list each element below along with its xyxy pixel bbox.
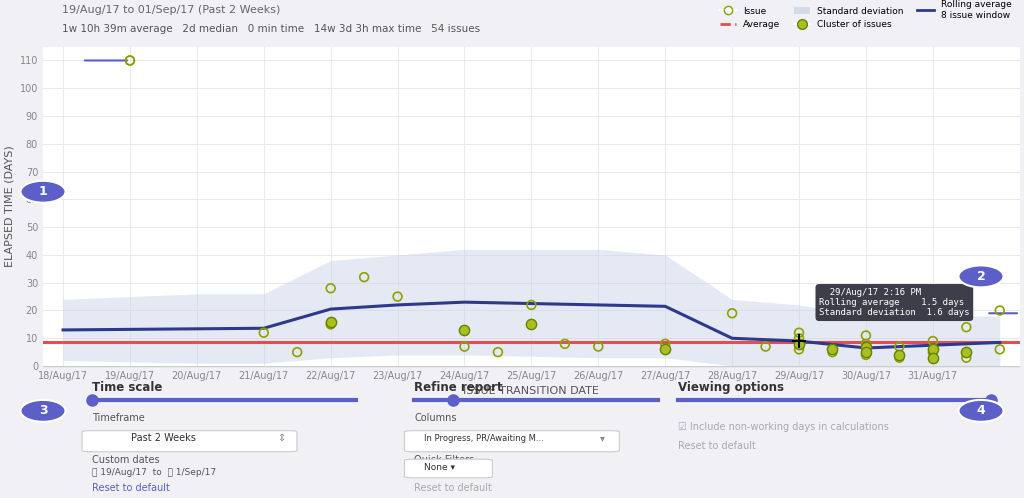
Point	[925, 348, 941, 356]
Point	[389, 293, 406, 301]
Point	[958, 354, 975, 362]
Y-axis label: ELAPSED TIME (DAYS): ELAPSED TIME (DAYS)	[4, 145, 14, 267]
Point	[791, 334, 807, 342]
Text: Custom dates: Custom dates	[92, 456, 160, 466]
Text: In Progress, PR/Awaiting M...: In Progress, PR/Awaiting M...	[424, 434, 544, 443]
Legend: Issue, Average, Standard deviation, Cluster of issues, Rolling average
8 issue w: Issue, Average, Standard deviation, Clus…	[716, 0, 1016, 33]
Point	[323, 318, 339, 326]
Point	[590, 343, 606, 351]
Point	[925, 346, 941, 354]
Point	[289, 348, 305, 356]
Text: Timeframe: Timeframe	[92, 413, 144, 423]
Point	[457, 343, 473, 351]
Point	[891, 351, 907, 359]
Text: 3: 3	[39, 404, 47, 417]
Text: Columns: Columns	[414, 413, 457, 423]
Text: None ▾: None ▾	[424, 463, 455, 472]
Text: Time scale: Time scale	[92, 381, 162, 394]
Point	[824, 348, 841, 356]
Point	[657, 340, 674, 348]
FancyBboxPatch shape	[404, 431, 620, 452]
Point	[891, 343, 907, 351]
X-axis label: ISSUE TRANSITION DATE: ISSUE TRANSITION DATE	[464, 386, 599, 396]
Point	[858, 343, 874, 351]
Text: ☑ Include non-working days in calculations: ☑ Include non-working days in calculatio…	[678, 422, 889, 432]
Text: Quick Filters: Quick Filters	[414, 456, 474, 466]
Point	[523, 301, 540, 309]
FancyBboxPatch shape	[404, 459, 493, 478]
Point	[523, 320, 540, 328]
Text: 📅 19/Aug/17  to  📅 1/Sep/17: 📅 19/Aug/17 to 📅 1/Sep/17	[92, 468, 216, 477]
Point	[891, 354, 907, 362]
Point	[758, 343, 774, 351]
Point	[791, 340, 807, 348]
Point	[122, 56, 138, 64]
Point	[457, 326, 473, 334]
Point	[858, 351, 874, 359]
Text: 1: 1	[39, 185, 47, 198]
Point	[557, 340, 573, 348]
Point	[791, 346, 807, 354]
Text: 2: 2	[977, 270, 985, 283]
Point	[958, 323, 975, 331]
Point	[657, 346, 674, 354]
Text: ▾: ▾	[600, 433, 604, 443]
Text: Viewing options: Viewing options	[678, 381, 784, 394]
Point	[489, 348, 506, 356]
Point	[724, 309, 740, 317]
FancyBboxPatch shape	[82, 431, 297, 452]
Point	[256, 329, 272, 337]
Text: Reset to default: Reset to default	[414, 483, 493, 493]
Point	[925, 337, 941, 345]
Point	[323, 320, 339, 328]
Point	[858, 340, 874, 348]
Point	[958, 348, 975, 356]
Point	[991, 306, 1008, 314]
Text: Reset to default: Reset to default	[678, 441, 756, 451]
Point	[858, 332, 874, 340]
Point	[858, 348, 874, 356]
Point	[991, 346, 1008, 354]
Point	[925, 354, 941, 362]
Point	[323, 284, 339, 292]
Point	[791, 329, 807, 337]
Point	[356, 273, 373, 281]
Point	[122, 56, 138, 64]
Text: 29/Aug/17 2:16 PM
Rolling average    1.5 days
Standard deviation  1.6 days: 29/Aug/17 2:16 PM Rolling average 1.5 da…	[819, 288, 970, 317]
Text: Past 2 Weeks: Past 2 Weeks	[131, 433, 196, 443]
Text: 4: 4	[977, 404, 985, 417]
Text: ⇕: ⇕	[278, 433, 286, 443]
Point	[824, 346, 841, 354]
Text: 1w 10h 39m average   2d median   0 min time   14w 3d 3h max time   54 issues: 1w 10h 39m average 2d median 0 min time …	[62, 24, 480, 34]
Text: Reset to default: Reset to default	[92, 483, 170, 493]
Text: 19/Aug/17 to 01/Sep/17 (Past 2 Weeks): 19/Aug/17 to 01/Sep/17 (Past 2 Weeks)	[62, 5, 281, 15]
Text: Refine report: Refine report	[414, 381, 503, 394]
